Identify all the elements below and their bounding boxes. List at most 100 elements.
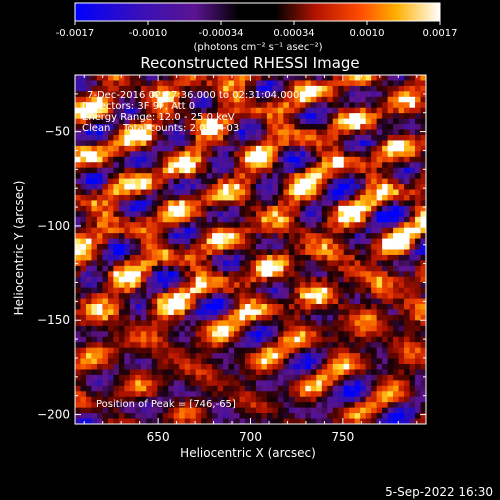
heatmap-cell — [355, 190, 361, 196]
heatmap-cell — [245, 162, 251, 168]
heatmap-cell — [135, 309, 141, 315]
heatmap-cell — [86, 271, 92, 277]
heatmap-cell — [316, 375, 322, 381]
heatmap-cell — [371, 244, 377, 250]
heatmap-cell — [338, 86, 344, 92]
heatmap-cell — [349, 304, 355, 310]
heatmap-cell — [196, 146, 202, 152]
heatmap-cell — [289, 113, 295, 119]
heatmap-cell — [108, 200, 114, 206]
heatmap-cell — [152, 353, 158, 359]
heatmap-cell — [272, 375, 278, 381]
heatmap-cell — [267, 375, 273, 381]
heatmap-cell — [234, 271, 240, 277]
heatmap-cell — [311, 260, 317, 266]
heatmap-cell — [371, 271, 377, 277]
heatmap-cell — [289, 266, 295, 272]
heatmap-cell — [333, 402, 339, 408]
heatmap-cell — [300, 119, 306, 125]
heatmap-cell — [174, 282, 180, 288]
heatmap-cell — [366, 217, 372, 223]
heatmap-cell — [223, 184, 229, 190]
heatmap-cell — [371, 80, 377, 86]
heatmap-cell — [404, 200, 410, 206]
heatmap-cell — [333, 135, 339, 141]
heatmap-cell — [251, 359, 257, 365]
heatmap-cell — [185, 342, 191, 348]
heatmap-cell — [152, 228, 158, 234]
heatmap-cell — [404, 260, 410, 266]
heatmap-cell — [338, 211, 344, 217]
heatmap-cell — [382, 146, 388, 152]
heatmap-cell — [382, 173, 388, 179]
heatmap-cell — [338, 102, 344, 108]
heatmap-cell — [388, 342, 394, 348]
heatmap-cell — [294, 277, 300, 283]
heatmap-cell — [86, 200, 92, 206]
heatmap-cell — [399, 151, 405, 157]
heatmap-cell — [388, 369, 394, 375]
heatmap-cell — [256, 309, 262, 315]
heatmap-cell — [360, 173, 366, 179]
heatmap-cell — [399, 402, 405, 408]
heatmap-cell — [410, 75, 416, 81]
heatmap-cell — [135, 239, 141, 245]
heatmap-cell — [168, 299, 174, 305]
heatmap-cell — [300, 266, 306, 272]
heatmap-cell — [135, 331, 141, 337]
heatmap-cell — [75, 119, 81, 125]
heatmap-cell — [135, 244, 141, 250]
heatmap-cell — [278, 108, 284, 114]
heatmap-cell — [388, 293, 394, 299]
heatmap-cell — [261, 113, 267, 119]
heatmap-cell — [316, 250, 322, 256]
heatmap-cell — [168, 375, 174, 381]
heatmap-cell — [146, 380, 152, 386]
heatmap-cell — [80, 255, 86, 261]
heatmap-cell — [240, 250, 246, 256]
heatmap-cell — [157, 228, 163, 234]
heatmap-cell — [234, 380, 240, 386]
heatmap-cell — [218, 211, 224, 217]
heatmap-cell — [201, 386, 207, 392]
heatmap-cell — [393, 364, 399, 370]
heatmap-cell — [163, 391, 169, 397]
heatmap-cell — [196, 282, 202, 288]
heatmap-cell — [218, 359, 224, 365]
heatmap-cell — [294, 391, 300, 397]
heatmap-cell — [278, 397, 284, 403]
heatmap-cell — [377, 91, 383, 97]
heatmap-cell — [75, 271, 81, 277]
heatmap-cell — [141, 326, 147, 332]
heatmap-cell — [300, 260, 306, 266]
heatmap-cell — [316, 337, 322, 343]
heatmap-cell — [388, 108, 394, 114]
heatmap-cell — [251, 397, 257, 403]
heatmap-cell — [190, 326, 196, 332]
heatmap-cell — [289, 380, 295, 386]
heatmap-cell — [86, 179, 92, 185]
heatmap-cell — [130, 386, 136, 392]
heatmap-cell — [393, 353, 399, 359]
heatmap-cell — [80, 413, 86, 419]
heatmap-cell — [102, 337, 108, 343]
heatmap-cell — [179, 206, 185, 212]
heatmap-cell — [283, 391, 289, 397]
heatmap-cell — [410, 271, 416, 277]
heatmap-cell — [344, 250, 350, 256]
heatmap-cell — [338, 320, 344, 326]
heatmap-cell — [97, 326, 103, 332]
heatmap-cell — [283, 217, 289, 223]
heatmap-cell — [256, 315, 262, 321]
heatmap-cell — [245, 304, 251, 310]
heatmap-cell — [196, 173, 202, 179]
heatmap-cell — [135, 260, 141, 266]
heatmap-cell — [267, 179, 273, 185]
heatmap-cell — [382, 135, 388, 141]
heatmap-cell — [190, 80, 196, 86]
heatmap-cell — [366, 97, 372, 103]
heatmap-cell — [344, 135, 350, 141]
heatmap-cell — [212, 206, 218, 212]
heatmap-cell — [338, 359, 344, 365]
heatmap-cell — [322, 260, 328, 266]
